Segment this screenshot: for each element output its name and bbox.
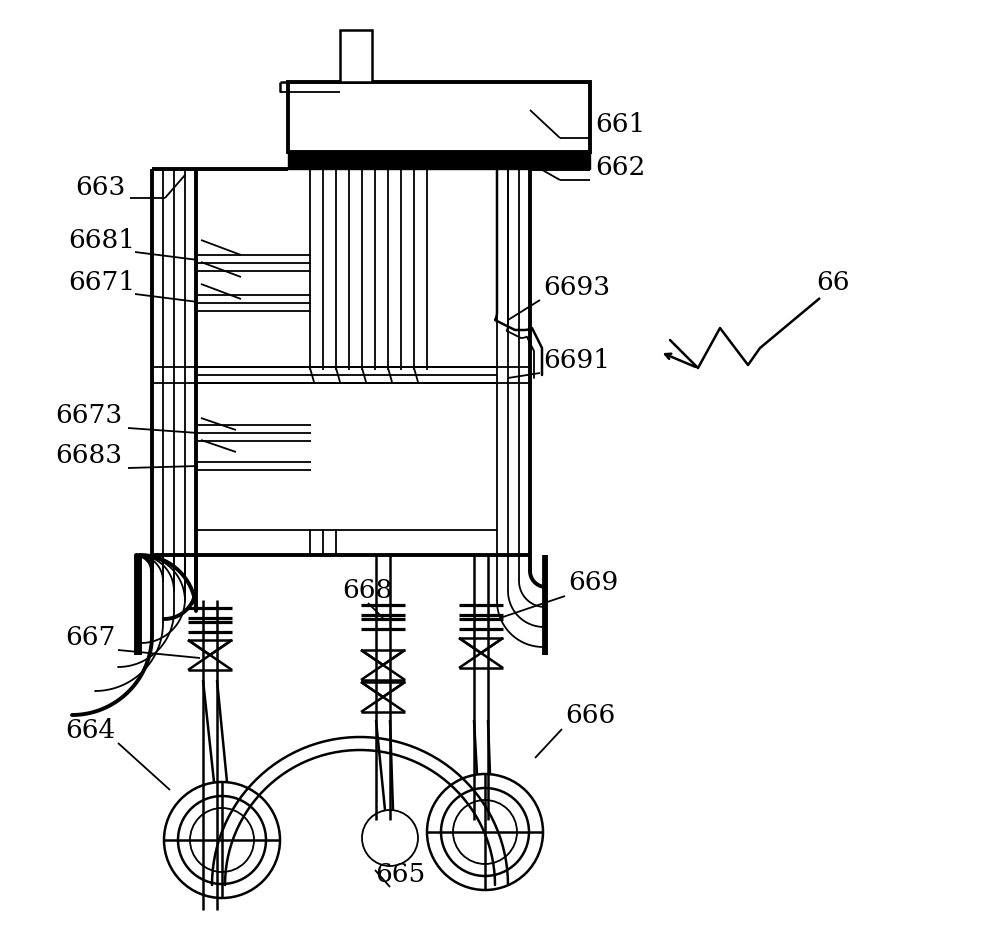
Text: 668: 668	[342, 578, 392, 603]
Text: 661: 661	[595, 112, 645, 137]
Text: 6681: 6681	[68, 228, 135, 253]
Text: 667: 667	[65, 625, 115, 650]
Text: 6693: 6693	[543, 275, 610, 300]
Text: 664: 664	[65, 718, 115, 743]
Bar	[340, 30, 372, 82]
Text: 6683: 6683	[55, 443, 122, 468]
Text: 663: 663	[75, 175, 125, 200]
Text: 66: 66	[816, 270, 850, 295]
Bar	[288, 152, 590, 169]
Text: 6673: 6673	[55, 403, 122, 428]
Bar	[288, 82, 590, 152]
Text: 666: 666	[565, 703, 615, 728]
Text: 6671: 6671	[68, 270, 135, 295]
Text: 669: 669	[568, 570, 618, 595]
Text: 6691: 6691	[543, 348, 610, 373]
Text: 665: 665	[375, 862, 425, 887]
Text: 662: 662	[595, 155, 645, 180]
